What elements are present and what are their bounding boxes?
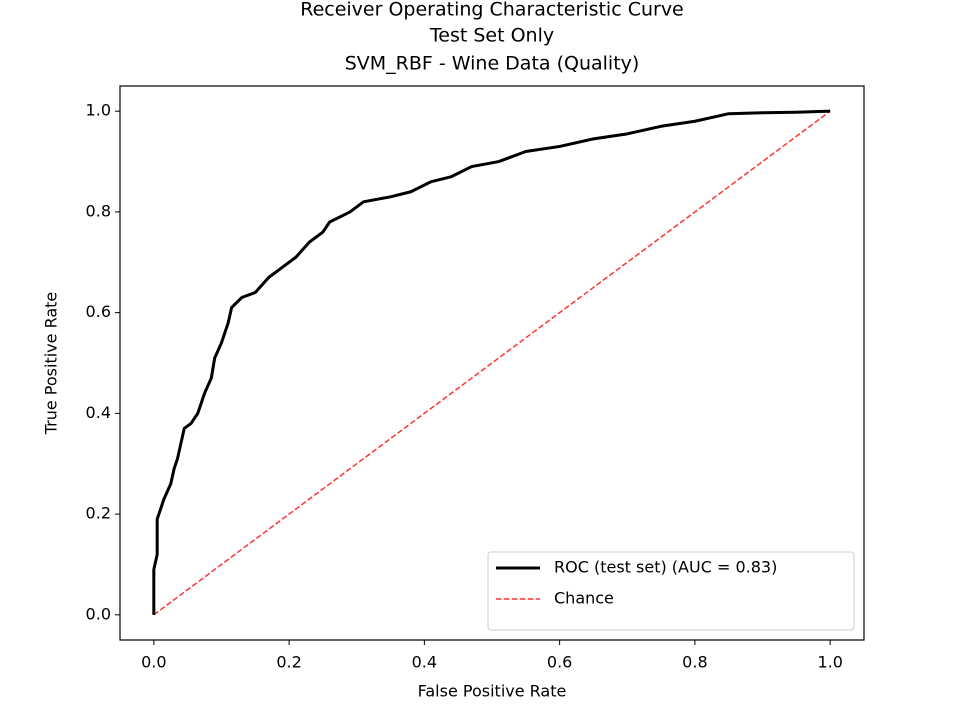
legend-box <box>487 551 855 631</box>
x-tick-label: 0.2 <box>276 653 301 672</box>
y-tick-label: 0.0 <box>86 604 111 623</box>
x-tick-label: 0.8 <box>682 653 707 672</box>
y-tick-label: 0.2 <box>86 504 111 523</box>
x-tick-label: 0.6 <box>547 653 572 672</box>
x-tick-label: 0.0 <box>141 653 166 672</box>
y-tick-label: 1.0 <box>86 101 111 120</box>
chart-title: Test Set Only <box>429 25 554 47</box>
plot-frame <box>119 85 865 641</box>
legend-label: ROC (test set) (AUC = 0.83) <box>554 558 777 577</box>
x-axis-label: False Positive Rate <box>418 682 567 701</box>
y-tick-label: 0.8 <box>86 201 111 220</box>
legend-label: Chance <box>554 589 614 608</box>
roc-line <box>152 109 831 615</box>
chart-title: Receiver Operating Characteristic Curve <box>300 0 684 21</box>
chart-title: SVM_RBF - Wine Data (Quality) <box>345 53 640 75</box>
y-axis-label: True Positive Rate <box>42 292 61 436</box>
legend: ROC (test set) (AUC = 0.83) Chance <box>487 551 855 631</box>
y-tick-label: 0.4 <box>86 403 111 422</box>
y-tick-label: 0.6 <box>86 302 111 321</box>
x-tick-label: 1.0 <box>817 653 842 672</box>
x-tick-label: 0.4 <box>412 653 437 672</box>
roc-line <box>153 110 831 616</box>
